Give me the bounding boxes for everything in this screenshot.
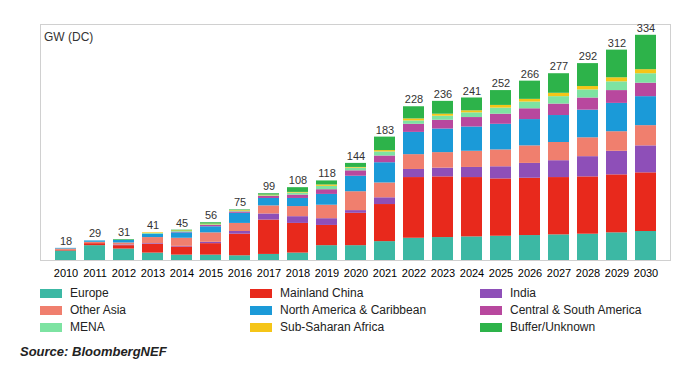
svg-text:2026: 2026 [518,267,542,279]
html-text:GW (DC): GW (DC) [44,30,94,44]
svg-text:2020: 2020 [344,267,368,279]
svg-text:2028: 2028 [576,267,600,279]
svg-text:29: 29 [89,227,101,239]
html-text:Europe: Europe [70,286,109,300]
html-text:Mainland China: Mainland China [280,286,364,300]
svg-text:56: 56 [205,209,217,221]
svg-text:2018: 2018 [286,267,310,279]
svg-text:75: 75 [234,196,246,208]
svg-text:2013: 2013 [141,267,165,279]
svg-text:292: 292 [579,50,597,62]
svg-text:108: 108 [289,174,307,186]
html-text:Source: BloombergNEF: Source: BloombergNEF [20,344,167,359]
html-text:North America & Caribbean: North America & Caribbean [280,303,427,317]
html-text:Buffer/Unknown: Buffer/Unknown [510,320,596,334]
html-text:Other Asia: Other Asia [70,303,126,317]
svg-text:2027: 2027 [547,267,571,279]
html-text:Central & South America: Central & South America [510,303,642,317]
svg-text:252: 252 [492,77,510,89]
svg-text:2012: 2012 [112,267,136,279]
svg-text:266: 266 [521,68,539,80]
svg-text:144: 144 [347,150,365,162]
svg-text:183: 183 [376,124,394,136]
html-text:India: India [510,286,536,300]
svg-text:277: 277 [550,60,568,72]
svg-text:2025: 2025 [489,267,513,279]
svg-text:236: 236 [434,88,452,100]
svg-text:99: 99 [263,180,275,192]
svg-text:2014: 2014 [170,267,194,279]
svg-text:2024: 2024 [460,267,484,279]
svg-text:2029: 2029 [605,267,629,279]
svg-text:45: 45 [176,217,188,229]
html-text:Sub-Saharan Africa: Sub-Saharan Africa [280,320,385,334]
svg-text:2015: 2015 [199,267,223,279]
svg-text:241: 241 [463,85,481,97]
svg-text:2017: 2017 [257,267,281,279]
svg-text:2022: 2022 [402,267,426,279]
svg-text:2010: 2010 [54,267,78,279]
svg-text:228: 228 [405,93,423,105]
svg-text:2019: 2019 [315,267,339,279]
svg-text:2030: 2030 [634,267,658,279]
svg-text:2021: 2021 [373,267,397,279]
svg-text:118: 118 [318,167,336,179]
svg-text:41: 41 [147,219,159,231]
svg-text:2016: 2016 [228,267,252,279]
svg-text:2011: 2011 [83,267,107,279]
svg-text:334: 334 [637,22,655,34]
svg-text:312: 312 [608,37,626,49]
svg-text:18: 18 [60,235,72,247]
svg-text:31: 31 [118,226,130,238]
html-text:MENA: MENA [70,320,105,334]
svg-text:2023: 2023 [431,267,455,279]
